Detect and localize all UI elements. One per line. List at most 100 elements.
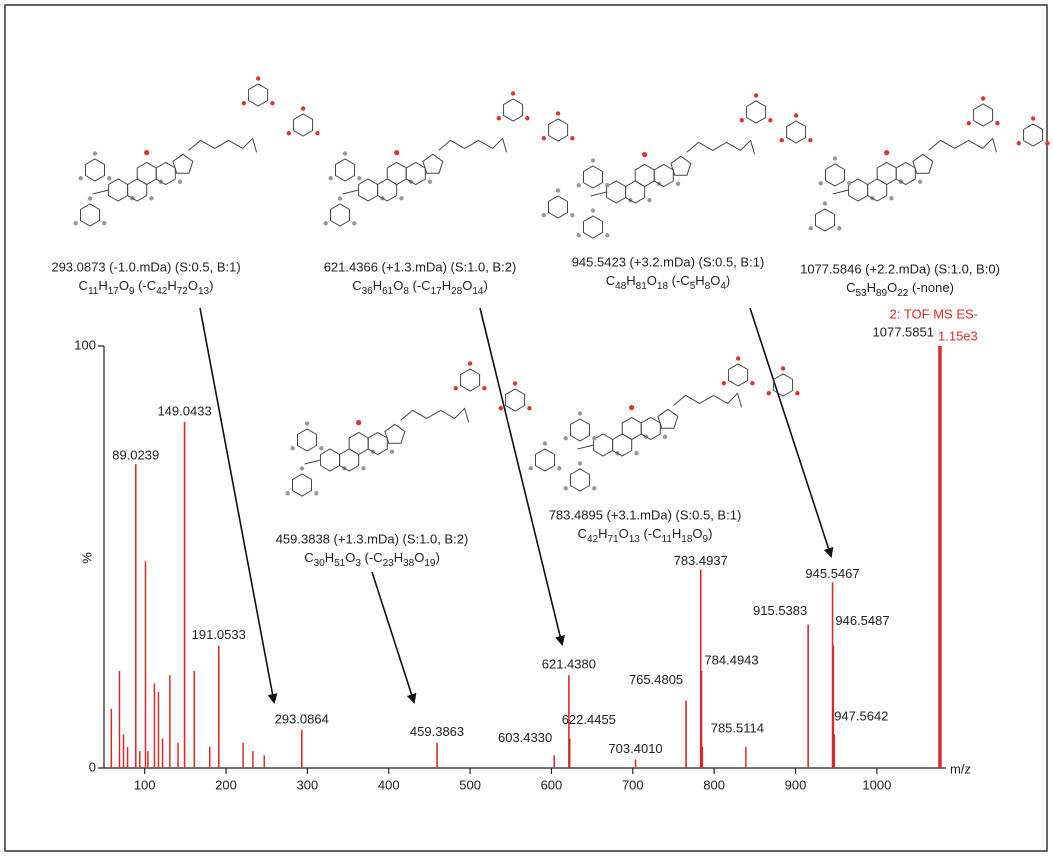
peak-label: 945.5467 <box>805 566 859 581</box>
ring <box>746 100 767 124</box>
peak-label: 621.4380 <box>542 657 596 672</box>
atom <box>629 405 635 411</box>
x-tick-label: 500 <box>459 777 481 792</box>
atom <box>605 183 610 188</box>
ring <box>570 468 590 492</box>
ring <box>848 178 869 202</box>
atom <box>847 181 852 186</box>
ring <box>728 363 749 387</box>
ring <box>583 165 603 189</box>
ring <box>386 161 407 186</box>
atom <box>467 361 473 366</box>
ring <box>973 103 994 127</box>
fragment-formula: C11H17O9 (-C42H72O13) <box>79 278 214 296</box>
ring <box>825 163 845 187</box>
arrow <box>479 307 565 646</box>
atom <box>541 213 546 218</box>
atom <box>527 406 532 411</box>
ring <box>535 448 555 472</box>
atom <box>357 176 362 181</box>
atom <box>512 381 518 386</box>
x-tick-label: 100 <box>134 777 156 792</box>
ring <box>548 118 569 142</box>
atom <box>352 221 357 226</box>
atom <box>1045 141 1050 146</box>
atom <box>605 233 610 238</box>
atom <box>453 386 459 391</box>
chain <box>928 137 998 153</box>
x-tick-label: 400 <box>378 777 400 792</box>
ring <box>621 416 642 441</box>
ring <box>85 158 105 182</box>
peak-label: 1077.5851 <box>873 324 934 339</box>
structure <box>808 96 1050 232</box>
atom <box>270 101 275 106</box>
arrow <box>371 571 417 704</box>
atom <box>542 441 548 446</box>
atom <box>389 449 395 454</box>
arrow <box>199 307 278 704</box>
structure <box>73 76 320 227</box>
ring <box>895 161 916 186</box>
ring <box>583 215 603 239</box>
ring <box>606 180 627 204</box>
atom <box>73 221 78 226</box>
ring <box>136 161 157 186</box>
atom <box>735 356 741 361</box>
atom <box>528 466 533 471</box>
atom <box>319 446 324 451</box>
ring <box>1023 123 1044 147</box>
ring <box>80 203 100 227</box>
fragment-formula: C53H89O22 (-none) <box>846 280 954 298</box>
atom <box>286 131 292 136</box>
atom <box>779 138 785 143</box>
peak-label: 765.4805 <box>629 672 683 687</box>
atom <box>525 116 530 121</box>
peak-label: 149.0433 <box>157 403 211 418</box>
fragment-mass: 1077.5846 (+2.2.mDa) (S:1.0, B:0) <box>800 261 1000 276</box>
atom <box>394 150 400 156</box>
x-tick-label: 800 <box>703 777 725 792</box>
ring <box>384 423 406 444</box>
atom <box>149 196 154 201</box>
x-axis-label: m/z <box>950 761 971 776</box>
structure <box>323 91 575 227</box>
ring <box>503 98 524 122</box>
atom <box>304 421 310 426</box>
atom <box>753 93 759 98</box>
x-tick-label: 900 <box>785 777 807 792</box>
atom <box>577 411 583 416</box>
atom <box>399 196 404 201</box>
x-tick-label: 600 <box>541 777 563 792</box>
atom <box>570 213 575 218</box>
atom <box>315 131 320 136</box>
chain <box>400 407 470 423</box>
ring <box>640 416 661 441</box>
atom <box>482 386 487 391</box>
ring <box>293 113 314 137</box>
peak-label: 293.0864 <box>275 711 329 726</box>
atom <box>917 179 923 184</box>
ring <box>297 428 317 452</box>
atom <box>889 196 894 201</box>
fragment-mass: 783.4895 (+3.1.mDa) (S:0.5, B:1) <box>549 507 742 522</box>
peak-label: 784.4943 <box>704 652 758 667</box>
chain <box>438 137 508 153</box>
frame <box>4 4 1048 852</box>
atom <box>780 366 786 371</box>
atom <box>768 118 773 123</box>
atom <box>92 151 98 156</box>
ring <box>593 433 614 457</box>
atom <box>576 183 581 188</box>
base-peak-intensity: 1.15e3 <box>938 328 978 343</box>
atom <box>675 181 681 186</box>
atom <box>1016 141 1022 146</box>
atom <box>837 226 842 231</box>
atom <box>328 176 333 181</box>
atom <box>662 434 668 439</box>
atom <box>563 436 568 441</box>
peak-label: 89.0239 <box>112 448 159 463</box>
atom <box>144 150 150 156</box>
chain <box>686 139 756 155</box>
atom <box>563 486 568 491</box>
